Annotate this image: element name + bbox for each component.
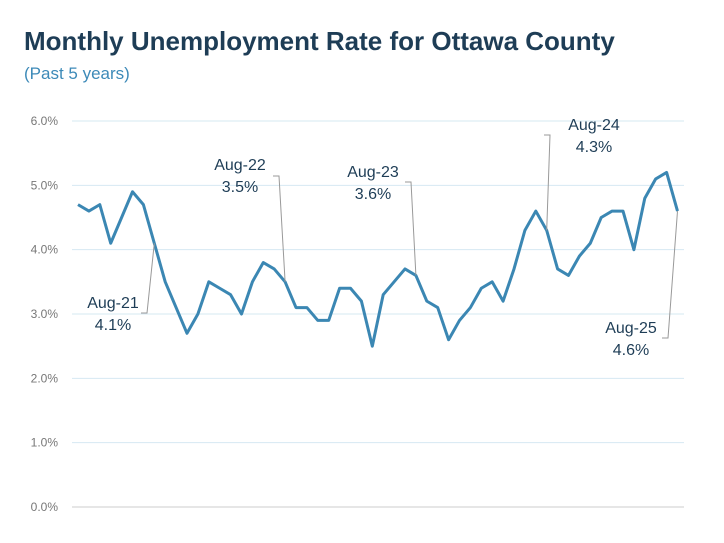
annotation-value: 4.6%	[613, 342, 649, 359]
y-tick-label: 1.0%	[31, 436, 59, 450]
annotation-leader	[405, 181, 417, 276]
y-tick-label: 0.0%	[31, 500, 59, 514]
data-line	[77, 170, 679, 348]
annotation-leader	[544, 134, 551, 231]
annotation-label: Aug-22	[214, 157, 266, 174]
annotation-leader	[141, 243, 155, 314]
y-tick-label: 4.0%	[31, 243, 59, 257]
annotation-value: 3.5%	[222, 179, 258, 196]
annotation-label: Aug-24	[568, 117, 620, 134]
annotation-leader	[662, 211, 678, 339]
annotation-label: Aug-21	[87, 295, 139, 312]
annotation-value: 3.6%	[355, 186, 391, 203]
y-tick-label: 6.0%	[31, 114, 59, 128]
annotation-label: Aug-25	[605, 320, 657, 337]
annotation-leader	[273, 175, 286, 282]
annotation-label: Aug-23	[347, 164, 399, 181]
chart-title: Monthly Unemployment Rate for Ottawa Cou…	[24, 26, 615, 56]
y-tick-label: 3.0%	[31, 307, 59, 321]
annotation-value: 4.3%	[576, 139, 612, 156]
y-tick-label: 2.0%	[31, 371, 59, 385]
y-tick-label: 5.0%	[31, 178, 59, 192]
chart-subtitle: (Past 5 years)	[24, 64, 130, 83]
annotation-value: 4.1%	[95, 317, 131, 334]
